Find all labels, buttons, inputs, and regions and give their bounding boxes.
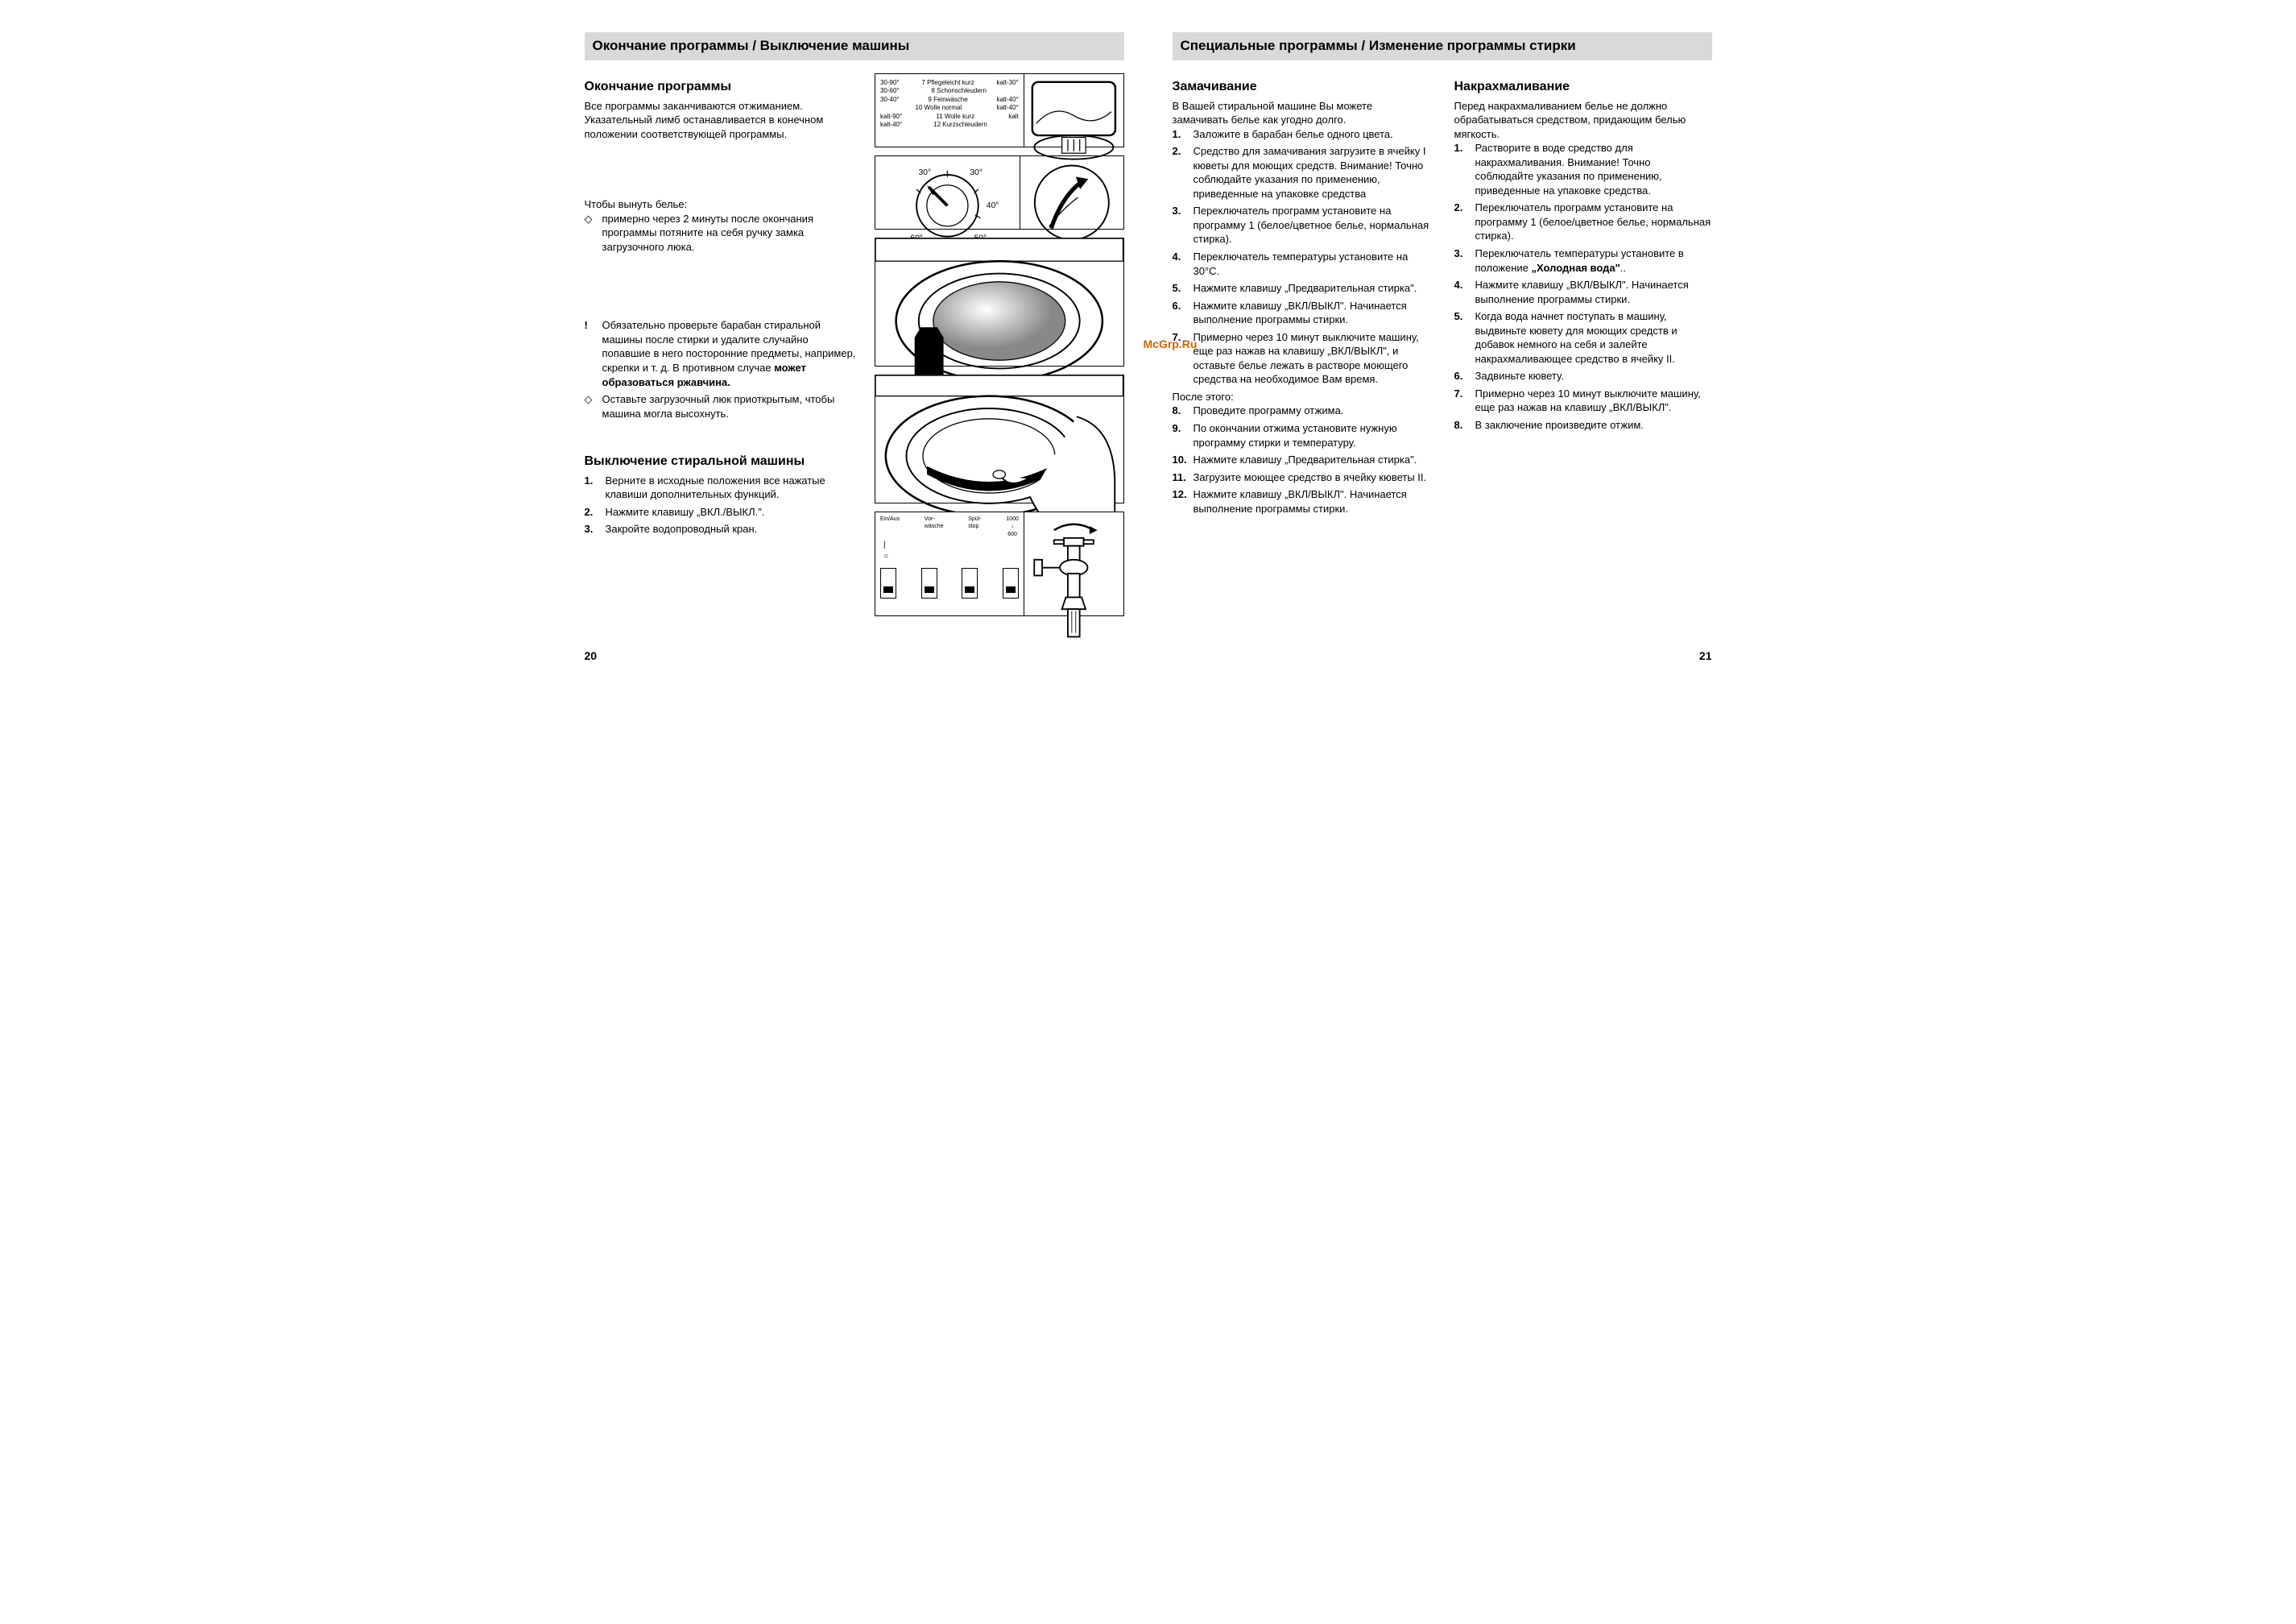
list-item: 4.Нажмите клавишу „ВКЛ/ВЫКЛ". Начинается… xyxy=(1454,278,1712,306)
sec-end-para: Все программы заканчиваются отжиманием. … xyxy=(585,99,858,142)
list-item: 1.Заложите в барабан белье одного цвета. xyxy=(1173,127,1430,142)
exclaim-icon: ! xyxy=(585,318,596,389)
list-item: 3.Закройте водопроводный кран. xyxy=(585,522,858,536)
button-slot xyxy=(1003,568,1019,599)
starch-title: Накрахмаливание xyxy=(1454,78,1712,96)
left-figure-column: 30-90°7 Pflegeleicht kurzkalt-30°30-60°8… xyxy=(875,73,1124,616)
header-left: Окончание программы / Выключение машины xyxy=(585,32,1124,60)
sec-off-title: Выключение стиральной машины xyxy=(585,453,858,470)
header-right: Специальные программы / Изменение програ… xyxy=(1173,32,1712,60)
list-item: 2.Нажмите клавишу „ВКЛ./ВЫКЛ.". xyxy=(585,505,858,520)
col-soaking: Замачивание В Вашей стиральной машине Вы… xyxy=(1173,73,1430,519)
sec-end-title: Окончание программы xyxy=(585,78,858,96)
page-left: Окончание программы / Выключение машины … xyxy=(585,32,1124,616)
diamond-icon: ◇ xyxy=(585,212,596,255)
button-slot xyxy=(921,568,937,599)
fig-buttons-tap: Ein/Aus Vor- wäsche Spül- stop 1000 ↓ 60… xyxy=(875,512,1124,616)
warn-check-drum: ! Обязательно проверьте барабан стиральн… xyxy=(585,318,858,389)
bullet-leave-open: ◇ Оставьте загрузочный люк приоткрытым, … xyxy=(585,392,858,420)
list-item: 3.Переключатель температуры установите в… xyxy=(1454,246,1712,275)
fig-door-pull xyxy=(875,238,1124,367)
list-item: 7.Примерно через 10 минут выключите маши… xyxy=(1173,330,1430,387)
list-item: 1.Растворите в воде средство для накрахм… xyxy=(1454,141,1712,197)
starch-steps: 1.Растворите в воде средство для накрахм… xyxy=(1454,141,1712,432)
soak-title: Замачивание xyxy=(1173,78,1430,96)
soak-after: После этого: xyxy=(1173,390,1430,404)
list-item: 2.Средство для замачивания загрузите в я… xyxy=(1173,144,1430,201)
list-item: 5.Нажмите клавишу „Предварительная стирк… xyxy=(1173,281,1430,296)
list-item: 11.Загрузите моющее средство в ячейку кю… xyxy=(1173,470,1430,485)
soak-intro: В Вашей стиральной машине Вы можете зама… xyxy=(1173,99,1430,127)
list-item: 2.Переключатель программ установите на п… xyxy=(1454,201,1712,243)
watermark: McGrp.Ru xyxy=(1144,337,1198,352)
list-item: 6.Нажмите клавишу „ВКЛ/ВЫКЛ". Начинается… xyxy=(1173,299,1430,327)
list-item: 12.Нажмите клавишу „ВКЛ/ВЫКЛ". Начинаетс… xyxy=(1173,487,1430,516)
soak-steps-2: 8.Проведите программу отжима. 9.По оконча… xyxy=(1173,404,1430,516)
off-steps-list: 1.Верните в исходные положения все нажат… xyxy=(585,474,858,536)
list-item: 7.Примерно через 10 минут выключите маши… xyxy=(1454,387,1712,415)
fig-check-drum xyxy=(875,375,1124,503)
soak-steps-1: 1.Заложите в барабан белье одного цвета.… xyxy=(1173,127,1430,387)
bullet-wait2min: ◇ примерно через 2 минуты после окончани… xyxy=(585,212,858,255)
list-item: 1.Верните в исходные положения все нажат… xyxy=(585,474,858,502)
list-item: 5.Когда вода начнет поступать в машину, … xyxy=(1454,309,1712,366)
pagenum-left: 20 xyxy=(585,648,598,664)
fig-temp-dial: 30° 30° 40° 50° 60° xyxy=(875,155,1124,230)
svg-text:30°: 30° xyxy=(919,168,931,177)
left-text-column: Окончание программы Все программы заканч… xyxy=(585,73,858,616)
button-slot xyxy=(880,568,896,599)
starch-intro: Перед накрахмаливанием белье не должно о… xyxy=(1454,99,1712,142)
col-starch: Накрахмаливание Перед накрахмаливанием б… xyxy=(1454,73,1712,519)
svg-text:40°: 40° xyxy=(987,201,999,210)
list-item: 8.В заключение произведите отжим. xyxy=(1454,418,1712,433)
diamond-icon: ◇ xyxy=(585,392,596,420)
page-right: Специальные программы / Изменение програ… xyxy=(1173,32,1712,616)
list-item: 3.Переключатель программ установите на п… xyxy=(1173,204,1430,246)
list-item: 8.Проведите программу отжима. xyxy=(1173,404,1430,418)
fig-program-panel: 30-90°7 Pflegeleicht kurzkalt-30°30-60°8… xyxy=(875,73,1124,147)
list-item: 6.Задвиньте кювету. xyxy=(1454,369,1712,383)
svg-text:30°: 30° xyxy=(970,168,982,177)
list-item: 9.По окончании отжима установите нужную … xyxy=(1173,421,1430,450)
pagenum-right: 21 xyxy=(1699,648,1712,664)
remove-laundry-intro: Чтобы вынуть белье: xyxy=(585,197,858,212)
list-item: 4.Переключатель температуры установите н… xyxy=(1173,250,1430,278)
button-slot xyxy=(962,568,978,599)
list-item: 10.Нажмите клавишу „Предварительная стир… xyxy=(1173,453,1430,467)
